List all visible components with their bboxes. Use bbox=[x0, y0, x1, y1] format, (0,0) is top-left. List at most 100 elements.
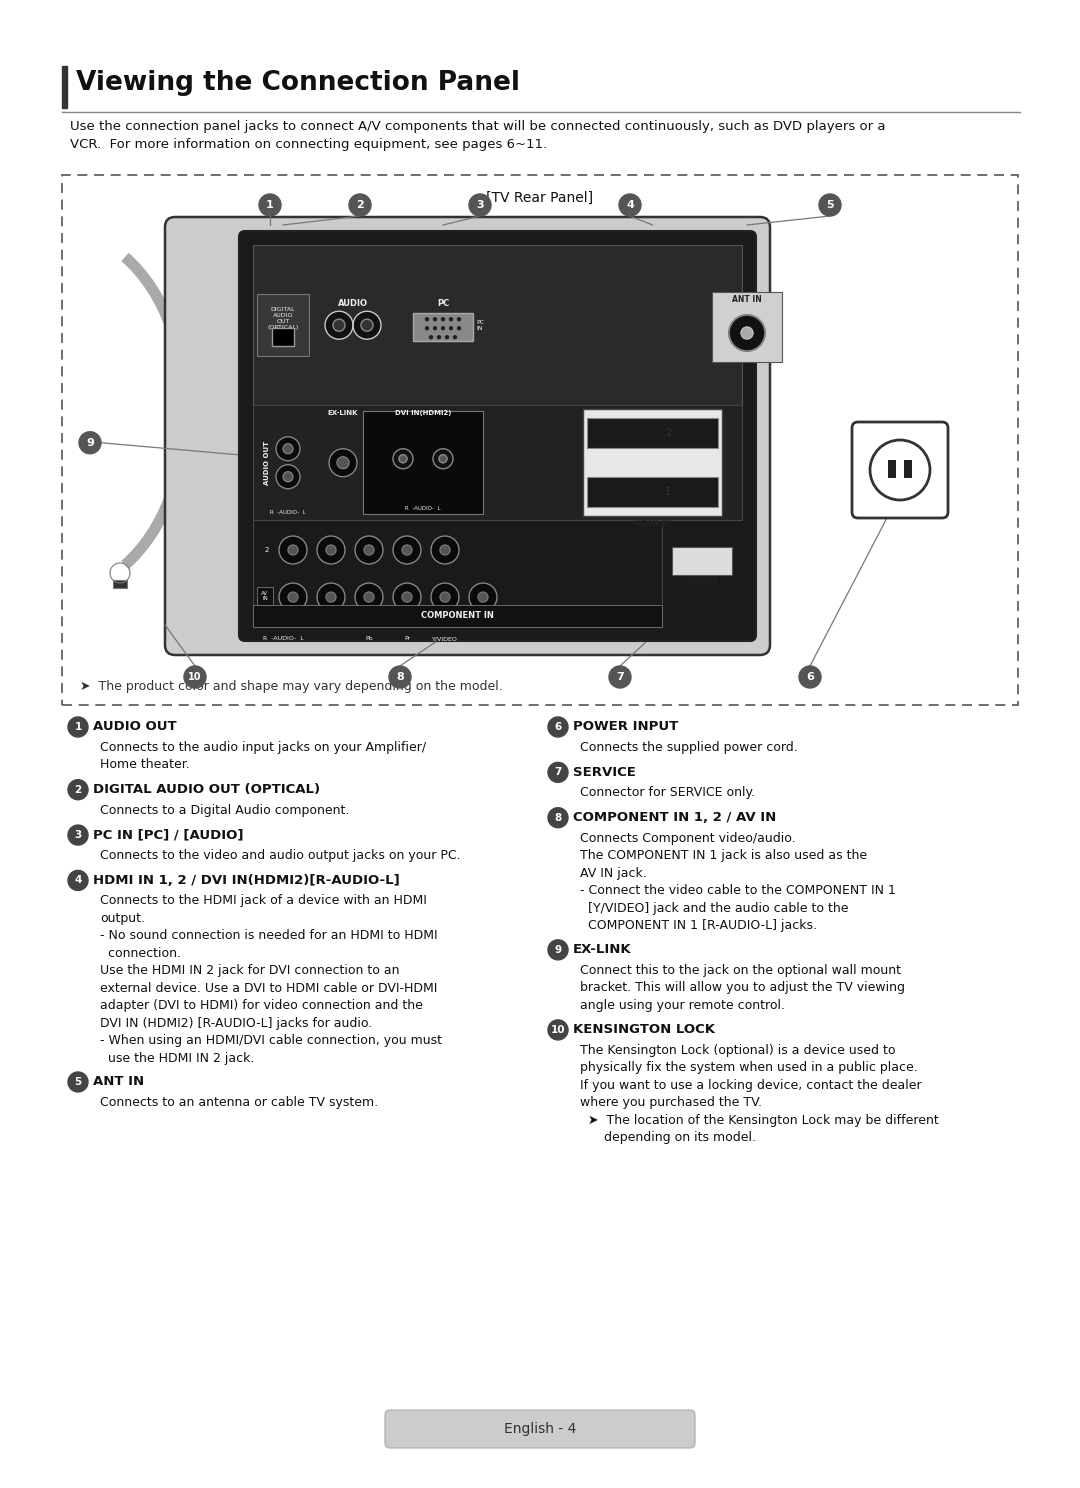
Circle shape bbox=[283, 472, 293, 482]
Circle shape bbox=[326, 545, 336, 555]
Bar bbox=[272, 329, 294, 347]
Text: 2: 2 bbox=[265, 548, 269, 554]
Circle shape bbox=[276, 437, 300, 461]
FancyBboxPatch shape bbox=[253, 246, 742, 405]
Circle shape bbox=[548, 762, 568, 783]
Circle shape bbox=[68, 824, 87, 845]
Text: Connects Component video/audio.
The COMPONENT IN 1 jack is also used as the
AV I: Connects Component video/audio. The COMP… bbox=[580, 832, 896, 931]
Circle shape bbox=[353, 311, 381, 339]
Text: Viewing the Connection Panel: Viewing the Connection Panel bbox=[76, 70, 519, 97]
Circle shape bbox=[819, 193, 841, 216]
Text: PC
IN: PC IN bbox=[476, 320, 484, 330]
Text: 3: 3 bbox=[476, 199, 484, 210]
Bar bbox=[588, 418, 718, 448]
Circle shape bbox=[318, 536, 345, 564]
Text: Connects to the HDMI jack of a device with an HDMI
output.
- No sound connection: Connects to the HDMI jack of a device wi… bbox=[100, 894, 442, 1065]
Circle shape bbox=[870, 440, 930, 500]
Circle shape bbox=[288, 545, 298, 555]
Circle shape bbox=[279, 583, 307, 612]
Circle shape bbox=[426, 318, 429, 321]
Text: 7: 7 bbox=[616, 673, 624, 682]
Circle shape bbox=[741, 327, 753, 339]
Circle shape bbox=[548, 717, 568, 737]
Text: 2: 2 bbox=[665, 429, 672, 439]
Circle shape bbox=[283, 443, 293, 454]
Text: The Kensington Lock (optional) is a device used to
physically fix the system whe: The Kensington Lock (optional) is a devi… bbox=[580, 1045, 939, 1144]
Text: 2: 2 bbox=[75, 784, 82, 795]
Circle shape bbox=[184, 667, 206, 687]
Circle shape bbox=[426, 327, 429, 330]
Bar bbox=[62, 176, 1018, 705]
Text: Y/VIDEO: Y/VIDEO bbox=[432, 637, 458, 641]
Circle shape bbox=[329, 449, 357, 476]
Bar bbox=[712, 292, 782, 362]
Text: Connects to the video and audio output jacks on your PC.: Connects to the video and audio output j… bbox=[100, 850, 461, 862]
Text: COMPONENT IN 1, 2 / AV IN: COMPONENT IN 1, 2 / AV IN bbox=[573, 811, 777, 824]
Text: 3: 3 bbox=[75, 830, 82, 841]
Circle shape bbox=[337, 457, 349, 469]
Circle shape bbox=[440, 592, 450, 603]
Circle shape bbox=[469, 583, 497, 612]
Circle shape bbox=[433, 449, 453, 469]
Circle shape bbox=[402, 592, 411, 603]
FancyBboxPatch shape bbox=[384, 1411, 696, 1448]
Circle shape bbox=[361, 320, 373, 332]
Circle shape bbox=[402, 545, 411, 555]
Text: Connects to a Digital Audio component.: Connects to a Digital Audio component. bbox=[100, 804, 349, 817]
Circle shape bbox=[449, 327, 453, 330]
Text: 1: 1 bbox=[265, 606, 269, 612]
Circle shape bbox=[548, 808, 568, 827]
Bar bbox=[363, 412, 483, 513]
Circle shape bbox=[458, 327, 460, 330]
Circle shape bbox=[68, 870, 87, 890]
Circle shape bbox=[430, 336, 432, 339]
Circle shape bbox=[442, 327, 445, 330]
Text: KENSINGTON LOCK: KENSINGTON LOCK bbox=[573, 1024, 715, 1037]
Circle shape bbox=[446, 336, 448, 339]
Circle shape bbox=[442, 318, 445, 321]
Circle shape bbox=[393, 536, 421, 564]
Circle shape bbox=[68, 717, 87, 737]
Circle shape bbox=[68, 1071, 87, 1092]
Circle shape bbox=[393, 449, 413, 469]
Bar bbox=[672, 548, 732, 574]
Text: 6: 6 bbox=[554, 722, 562, 732]
Text: ANT IN: ANT IN bbox=[732, 296, 761, 305]
Text: Connects to the audio input jacks on your Amplifier/
Home theater.: Connects to the audio input jacks on you… bbox=[100, 741, 427, 771]
Circle shape bbox=[399, 455, 407, 463]
Text: 6: 6 bbox=[806, 673, 814, 682]
FancyBboxPatch shape bbox=[253, 519, 662, 626]
Text: R  -AUDIO-  L: R -AUDIO- L bbox=[270, 509, 306, 515]
Circle shape bbox=[333, 320, 345, 332]
Text: 4: 4 bbox=[626, 199, 634, 210]
Circle shape bbox=[438, 455, 447, 463]
Text: Connector for SERVICE only.: Connector for SERVICE only. bbox=[580, 786, 755, 799]
Circle shape bbox=[609, 667, 631, 687]
FancyBboxPatch shape bbox=[253, 405, 742, 519]
Circle shape bbox=[79, 432, 102, 454]
Bar bbox=[888, 460, 896, 478]
Bar bbox=[583, 409, 723, 516]
Circle shape bbox=[431, 583, 459, 612]
Text: Connects the supplied power cord.: Connects the supplied power cord. bbox=[580, 741, 798, 754]
Text: Connects to an antenna or cable TV system.: Connects to an antenna or cable TV syste… bbox=[100, 1097, 378, 1109]
Text: 7: 7 bbox=[554, 768, 562, 777]
Bar bbox=[257, 295, 309, 356]
Bar bbox=[253, 606, 662, 626]
Text: DIGITAL
AUDIO
OUT
(OPTICAL): DIGITAL AUDIO OUT (OPTICAL) bbox=[268, 307, 299, 330]
Circle shape bbox=[469, 193, 491, 216]
Text: Connect this to the jack on the optional wall mount
bracket. This will allow you: Connect this to the jack on the optional… bbox=[580, 964, 905, 1012]
Text: ANT IN: ANT IN bbox=[93, 1076, 144, 1089]
FancyBboxPatch shape bbox=[165, 217, 770, 655]
Circle shape bbox=[431, 536, 459, 564]
Circle shape bbox=[449, 318, 453, 321]
Circle shape bbox=[440, 545, 450, 555]
Text: EX-LINK: EX-LINK bbox=[327, 411, 359, 417]
FancyBboxPatch shape bbox=[239, 231, 756, 641]
Text: EX-LINK: EX-LINK bbox=[573, 943, 632, 957]
FancyBboxPatch shape bbox=[852, 423, 948, 518]
Circle shape bbox=[364, 592, 374, 603]
Circle shape bbox=[279, 536, 307, 564]
Circle shape bbox=[349, 193, 372, 216]
Text: COMPONENT IN: COMPONENT IN bbox=[421, 612, 494, 620]
